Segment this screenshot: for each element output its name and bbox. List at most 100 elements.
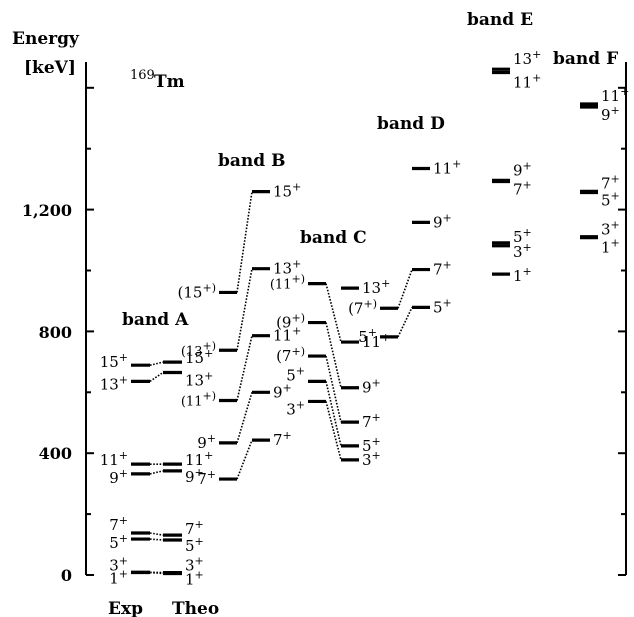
spin-value: 9 <box>601 106 611 124</box>
spin-value: 5 <box>185 537 195 555</box>
spin-label-a-t-9: 9+ <box>185 466 204 486</box>
parity-value: + <box>119 532 128 545</box>
spin-label-c-t-11: 11+ <box>362 331 390 351</box>
spin-value: 3 <box>109 556 119 574</box>
spin-label-e-t-9: 9+ <box>513 159 532 179</box>
spin-label-b-e-7: 7+ <box>197 468 216 488</box>
spin-label-b-t-9: 9+ <box>273 381 292 401</box>
parity-value: +) <box>291 312 305 325</box>
spin-label-a-t-3: 3+ <box>185 555 204 575</box>
parity-value: + <box>523 226 532 239</box>
parity-value: + <box>443 296 452 309</box>
spin-label-f-t-3: 3+ <box>601 219 620 239</box>
spin-label-c-e-7: (7+) <box>276 345 305 365</box>
spin-value: 11 <box>100 451 119 469</box>
spin-label-b-e-13: (13+) <box>181 339 216 359</box>
spin-value: 5 <box>286 366 296 384</box>
connector-a-9 <box>149 470 164 475</box>
spin-label-c-e-9: (9+) <box>276 312 305 332</box>
spin-value: 13 <box>362 279 381 297</box>
column-labels: Exp Theo <box>108 599 219 617</box>
spin-label-a-t-11: 11+ <box>185 449 213 469</box>
spin-label-d-t-5: 5+ <box>433 296 452 316</box>
spin-value: 5 <box>513 228 523 246</box>
parity-value: + <box>372 435 381 448</box>
parity-value: + <box>523 241 532 254</box>
spin-value: 5 <box>362 437 372 455</box>
parity-value: + <box>611 190 620 203</box>
spin-value: 3 <box>601 221 611 239</box>
spin-label-a-t-7: 7+ <box>185 518 204 538</box>
band-title-c: band C <box>300 228 367 248</box>
spin-value: 13 <box>513 50 532 68</box>
spin-label-a-t-5: 5+ <box>185 535 204 555</box>
spin-value: 9 <box>185 468 195 486</box>
parity-value: + <box>119 554 128 567</box>
spin-label-a-t-15: 15+ <box>185 347 213 367</box>
band-titles: band A band B band C band D band E band … <box>122 10 618 330</box>
spin-value: (7 <box>276 347 291 365</box>
parity-value: + <box>443 211 452 224</box>
spin-value: 1 <box>109 570 119 588</box>
spin-label-b-t-13: 13+ <box>273 258 301 278</box>
spin-value: 9 <box>197 434 207 452</box>
spin-label-a-e-15: 15+ <box>100 351 128 371</box>
spin-label-a-e-13: 13+ <box>100 373 128 393</box>
axis-title-unit: [keV] <box>24 58 76 78</box>
spin-label-b-t-15: 15+ <box>273 181 301 201</box>
spin-label-a-e-1: 1+ <box>109 568 128 588</box>
spin-value: 7 <box>601 174 611 192</box>
parity-value: + <box>195 466 204 479</box>
spin-value: 13 <box>100 375 119 393</box>
spin-value: 5 <box>358 328 368 346</box>
spin-value: 9 <box>362 379 372 397</box>
spin-label-c-t-5: 5+ <box>362 435 381 455</box>
parity-value: + <box>207 468 216 481</box>
spin-label-a-e-7: 7+ <box>109 514 128 534</box>
nucleus-mass-number: 169 <box>130 68 155 83</box>
spin-value: 9 <box>513 161 523 179</box>
connector-d-7 <box>397 269 413 309</box>
connector-d-5 <box>397 307 413 338</box>
parity-value: + <box>611 219 620 232</box>
connector-b-15 <box>236 191 253 293</box>
connector-b-7 <box>236 439 253 480</box>
parity-value: + <box>204 370 213 383</box>
parity-value: + <box>523 265 532 278</box>
spin-label-f-t-7: 7+ <box>601 172 620 192</box>
parity-value: + <box>119 514 128 527</box>
spin-value: 3 <box>185 557 195 575</box>
parity-value: +) <box>202 281 216 294</box>
spin-value: 11 <box>185 451 204 469</box>
spin-value: 1 <box>601 239 611 257</box>
spin-label-d-e-7: (7+) <box>348 297 377 317</box>
band-title-d: band D <box>377 114 445 134</box>
parity-value: + <box>372 411 381 424</box>
spin-value: 3 <box>286 400 296 418</box>
band-title-b: band B <box>218 151 285 171</box>
spin-label-a-e-3: 3+ <box>109 554 128 574</box>
spin-value: 9 <box>273 383 283 401</box>
spin-label-d-t-7: 7+ <box>433 259 452 279</box>
spin-value: 1 <box>513 267 523 285</box>
spin-label-f-t-1: 1+ <box>601 237 620 257</box>
parity-value: + <box>611 172 620 185</box>
spin-value: 15 <box>100 353 119 371</box>
spin-value: 9 <box>433 213 443 231</box>
spin-value: (15 <box>178 283 203 301</box>
spin-label-c-t-9: 9+ <box>362 377 381 397</box>
spin-label-d-e-5: 5+ <box>358 326 377 346</box>
tick-label-1200: 1,200 <box>22 201 72 220</box>
parity-value: + <box>296 398 305 411</box>
parity-value: + <box>204 449 213 462</box>
parity-value: +) <box>202 390 216 403</box>
spin-value: 5 <box>601 192 611 210</box>
spin-value: 7 <box>513 181 523 199</box>
spin-value: 11 <box>433 159 452 177</box>
spin-label-a-e-5: 5+ <box>109 532 128 552</box>
parity-value: + <box>381 277 390 290</box>
energy-axis: Energy [keV] 0 400 800 1,200 <box>12 29 627 585</box>
spin-value: 7 <box>433 261 443 279</box>
spin-label-c-e-3: 3+ <box>286 398 305 418</box>
